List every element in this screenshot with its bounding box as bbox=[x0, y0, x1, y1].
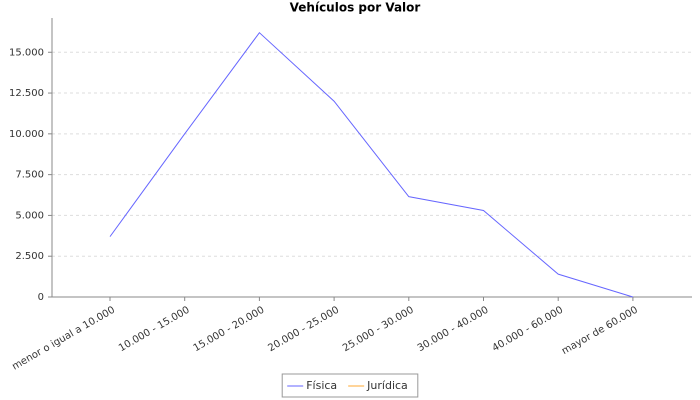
y-tick-label: 15.000 bbox=[9, 47, 44, 58]
legend: Física Jurídica bbox=[281, 373, 419, 398]
legend-label: Física bbox=[306, 379, 337, 392]
y-tick-label: 12.500 bbox=[9, 88, 44, 99]
series-line bbox=[109, 31, 634, 298]
chart-title: Vehículos por Valor bbox=[290, 1, 421, 15]
y-tick-label: 5.000 bbox=[15, 210, 44, 221]
y-tick-label: 7.500 bbox=[15, 170, 44, 181]
legend-label: Jurídica bbox=[366, 379, 408, 392]
y-tick-label: 10.000 bbox=[9, 129, 44, 140]
y-tick-label: 2.500 bbox=[15, 251, 44, 262]
y-tick-label: 0 bbox=[38, 292, 44, 303]
